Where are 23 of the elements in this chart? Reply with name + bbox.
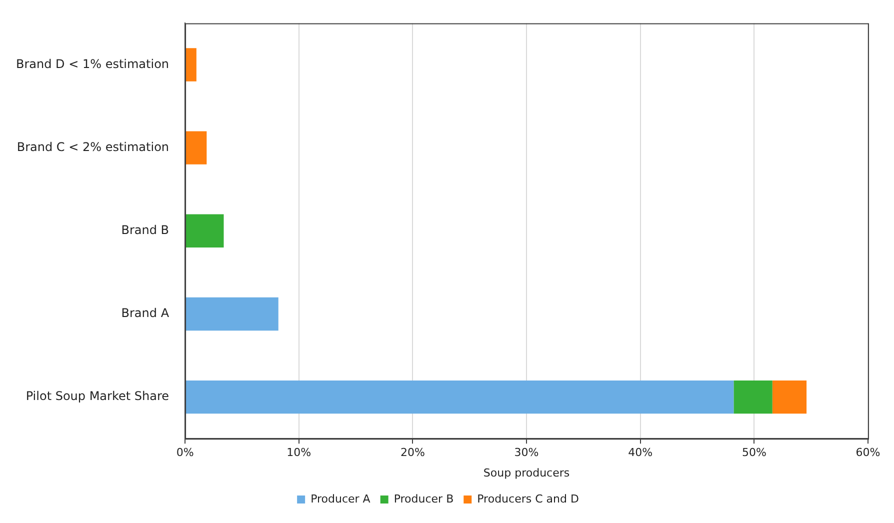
y-tick-label: Brand A: [121, 306, 170, 320]
x-tick-label: 0%: [176, 446, 194, 460]
y-tick-label: Brand B: [121, 223, 170, 238]
x-tick-label: 60%: [856, 446, 880, 460]
y-tick-label: Brand D < 1% estimation: [16, 56, 170, 71]
bar: [186, 297, 278, 331]
legend-label: Producer A: [310, 492, 371, 506]
y-tick-label: Pilot Soup Market Share: [26, 389, 170, 404]
x-tick-label: 10%: [286, 446, 312, 460]
bar: [772, 380, 807, 414]
legend-label: Producers C and D: [477, 492, 579, 506]
bar: [734, 380, 772, 414]
x-tick-label: 40%: [628, 446, 653, 460]
bar: [186, 48, 196, 82]
x-tick-label: 30%: [514, 446, 539, 460]
x-axis-title: Soup producers: [483, 466, 570, 480]
bar: [186, 131, 207, 164]
legend-label: Producer B: [394, 492, 454, 506]
bar: [186, 214, 224, 248]
y-tick-label: Brand C < 2% estimation: [16, 140, 170, 154]
bar: [186, 380, 734, 414]
x-tick-label: 50%: [742, 446, 766, 460]
x-tick-label: 20%: [400, 446, 425, 460]
